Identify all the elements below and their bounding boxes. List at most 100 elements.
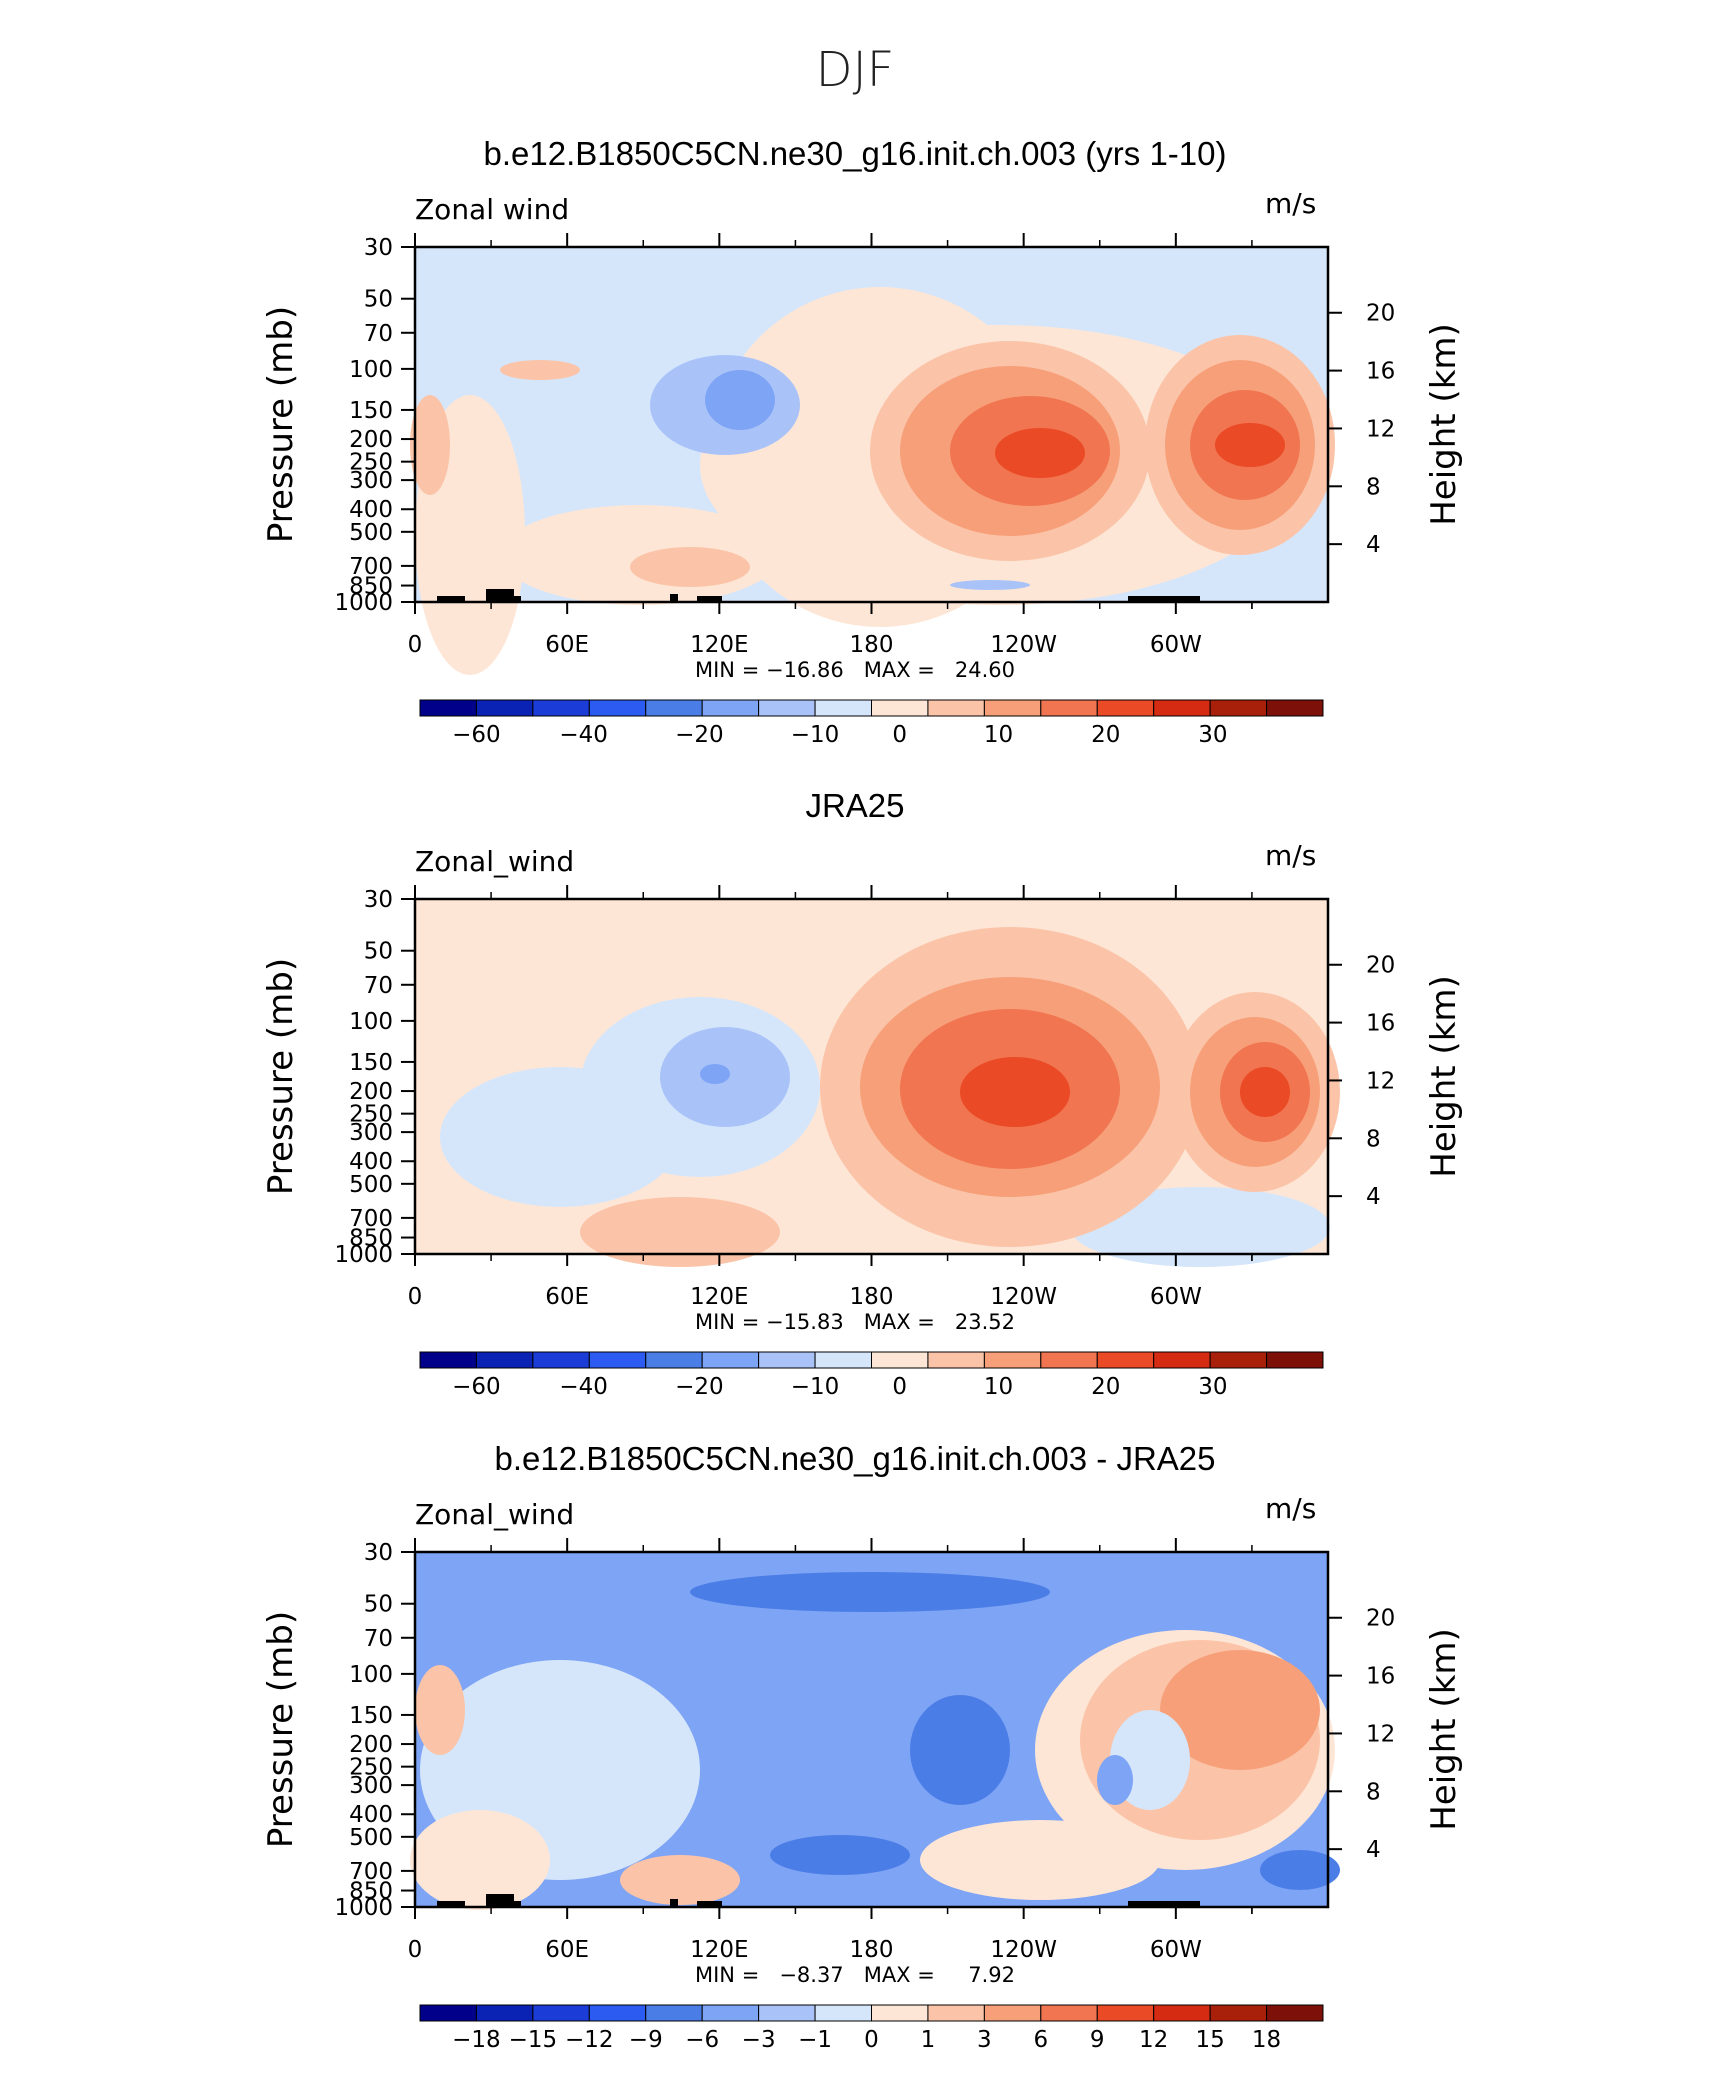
colorbar-swatch xyxy=(1153,1351,1211,1369)
topography-mask xyxy=(670,1899,678,1907)
contour-fill xyxy=(950,580,1030,590)
colorbar-swatch xyxy=(475,2004,534,2022)
colorbar-label: −10 xyxy=(791,1374,840,1400)
colorbar-label: −1 xyxy=(798,2027,832,2053)
variable-name: Zonal wind xyxy=(415,193,570,226)
y-axis-title: Pressure (mb) xyxy=(261,1611,301,1848)
y-tick-label: 50 xyxy=(364,939,393,965)
x-tick-label: 60W xyxy=(1150,632,1202,658)
contour-fill xyxy=(910,1695,1010,1805)
colorbar-swatch xyxy=(1040,699,1098,717)
x-tick-label: 0 xyxy=(408,632,423,658)
page-title: DJF xyxy=(815,42,895,98)
colorbar-label: 10 xyxy=(984,1374,1013,1400)
x-tick-label: 120E xyxy=(690,632,748,658)
colorbar-swatch xyxy=(1040,2004,1098,2022)
colorbar-label: 15 xyxy=(1195,2027,1224,2053)
colorbar-swatch xyxy=(532,699,590,717)
y-tick-label: 200 xyxy=(349,1732,393,1758)
colorbar-label: 12 xyxy=(1139,2027,1168,2053)
colorbar-label: 30 xyxy=(1198,1374,1227,1400)
contour-fill xyxy=(700,1064,730,1084)
colorbar-swatch xyxy=(1266,1351,1324,1369)
contour-fill xyxy=(500,360,580,380)
colorbar-swatch xyxy=(871,2004,929,2022)
colorbar-swatch xyxy=(645,1351,703,1369)
colorbar-swatch xyxy=(758,1351,816,1369)
height-tick-label: 16 xyxy=(1366,1011,1395,1037)
colorbar-swatch xyxy=(645,699,703,717)
colorbar-label: −40 xyxy=(559,1374,608,1400)
contour-fill xyxy=(1160,1650,1320,1770)
contour-fill xyxy=(705,370,775,430)
y-tick-label: 300 xyxy=(349,1120,393,1146)
x-tick-label: 120E xyxy=(690,1937,748,1963)
topography-mask xyxy=(1128,596,1200,602)
topography-mask xyxy=(514,596,521,602)
contour-fill xyxy=(620,1855,740,1905)
topography-mask xyxy=(437,596,465,602)
colorbar-swatch xyxy=(475,699,534,717)
y-tick-label: 300 xyxy=(349,468,393,494)
colorbar-swatch xyxy=(871,699,929,717)
contour-fill xyxy=(415,1665,465,1755)
colorbar-swatch xyxy=(1096,1351,1155,1369)
min-max-stats: MIN = −16.86 MAX = 24.60 xyxy=(695,658,1015,682)
y-tick-label: 70 xyxy=(364,973,393,999)
y-tick-label: 400 xyxy=(349,1149,393,1175)
height-tick-label: 12 xyxy=(1366,416,1395,442)
colorbar-swatch xyxy=(532,2004,590,2022)
y-axis-title-right: Height (km) xyxy=(1424,323,1464,526)
contour-fill xyxy=(1215,423,1285,467)
x-tick-label: 0 xyxy=(408,1284,423,1310)
colorbar-label: 20 xyxy=(1091,722,1120,748)
colorbar-swatch xyxy=(814,699,872,717)
height-tick-label: 12 xyxy=(1366,1721,1395,1747)
contour-fill xyxy=(770,1835,910,1875)
colorbar-swatch xyxy=(1096,699,1155,717)
colorbar-label: −9 xyxy=(629,2027,663,2053)
y-tick-label: 1000 xyxy=(334,590,393,616)
colorbar-swatch xyxy=(927,1351,985,1369)
y-tick-label: 100 xyxy=(349,1662,393,1688)
colorbar-swatch xyxy=(588,2004,647,2022)
topography-mask xyxy=(437,1901,465,1907)
units-label: m/s xyxy=(1265,1492,1317,1525)
x-tick-label: 60E xyxy=(545,1937,589,1963)
colorbar-swatch xyxy=(419,1351,477,1369)
y-tick-label: 250 xyxy=(349,1755,393,1781)
panel-title: b.e12.B1850C5CN.ne30_g16.init.ch.003 - J… xyxy=(494,1440,1216,1477)
y-tick-label: 50 xyxy=(364,287,393,313)
height-tick-label: 12 xyxy=(1366,1068,1395,1094)
colorbar-swatch xyxy=(927,699,985,717)
colorbar-label: −40 xyxy=(559,722,608,748)
contour-fill xyxy=(1097,1755,1133,1805)
topography-mask xyxy=(1128,1901,1200,1907)
y-axis-title: Pressure (mb) xyxy=(261,958,301,1195)
y-tick-label: 850 xyxy=(349,1879,393,1905)
contour-fill xyxy=(690,1572,1050,1612)
y-tick-label: 500 xyxy=(349,1825,393,1851)
colorbar-label: −18 xyxy=(452,2027,501,2053)
y-tick-label: 400 xyxy=(349,497,393,523)
y-tick-label: 500 xyxy=(349,520,393,546)
min-max-stats: MIN = −15.83 MAX = 23.52 xyxy=(695,1310,1015,1334)
colorbar-swatch xyxy=(588,699,647,717)
y-tick-label: 70 xyxy=(364,321,393,347)
y-tick-label: 30 xyxy=(364,887,393,913)
colorbar-swatch xyxy=(475,1351,534,1369)
contour-fill xyxy=(410,395,450,495)
height-tick-label: 20 xyxy=(1366,301,1395,327)
x-tick-label: 180 xyxy=(850,1284,894,1310)
y-tick-label: 500 xyxy=(349,1172,393,1198)
topography-mask xyxy=(670,594,678,602)
colorbar-swatch xyxy=(983,699,1042,717)
colorbar-swatch xyxy=(1153,2004,1211,2022)
chart-panel-2: JRA25 Zonal_wind m/s MIN = −15.83 MAX = 23.… xyxy=(0,787,1710,1437)
colorbar-label: −6 xyxy=(685,2027,719,2053)
colorbar-label: 6 xyxy=(1033,2027,1048,2053)
colorbar-label: 3 xyxy=(977,2027,992,2053)
colorbar-swatch xyxy=(983,1351,1042,1369)
contour-fill xyxy=(1240,1067,1290,1117)
x-tick-label: 60E xyxy=(545,1284,589,1310)
